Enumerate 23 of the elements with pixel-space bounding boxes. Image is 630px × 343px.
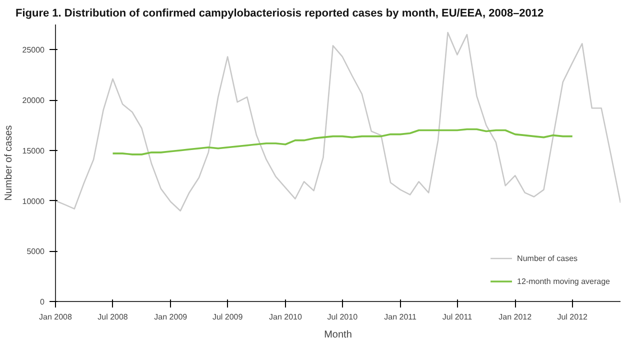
- x-tick-label: Jul 2008: [98, 312, 128, 322]
- y-tick-label: 15000: [22, 146, 46, 156]
- x-tick-label: Jan 2009: [154, 312, 188, 322]
- x-tick-label: Jan 2011: [384, 312, 417, 322]
- legend-label: 12-month moving average: [517, 276, 610, 286]
- y-tick-label: 5000: [26, 247, 46, 256]
- y-tick-label: 0: [40, 298, 46, 306]
- chart-title: Figure 1. Distribution of confirmed campylobacteriosis reported cases by month, EU/EEA, 2008–2012: [16, 8, 544, 20]
- line-series: [56, 32, 620, 212]
- y-tick-label: 10000: [22, 196, 46, 206]
- y-axis-title: Number of cases: [3, 125, 14, 201]
- x-tick-label: Jan 2012: [498, 312, 532, 322]
- x-tick-label: Jul 2009: [212, 312, 244, 322]
- line-series: [112, 128, 574, 156]
- x-tick-label: Jul 2010: [327, 312, 358, 322]
- y-tick-label: 25000: [22, 46, 46, 55]
- x-axis-title: Month: [324, 330, 352, 340]
- x-tick-label: Jan 2010: [269, 312, 302, 322]
- y-tick-label: 20000: [22, 96, 46, 106]
- x-tick-label: Jul 2011: [442, 312, 473, 322]
- legend-label: Number of cases: [517, 254, 578, 262]
- x-tick-label: Jan 2008: [39, 312, 73, 322]
- x-tick-label: Jul 2012: [557, 312, 588, 322]
